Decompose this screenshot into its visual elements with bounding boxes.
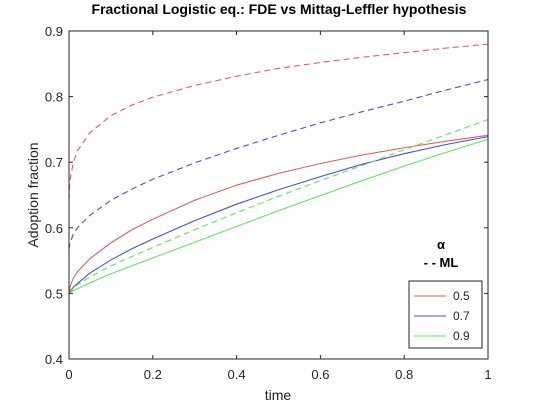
x-tick-label: 1 [484, 367, 491, 382]
series-line-2 [68, 136, 489, 294]
plot-frame [68, 30, 489, 360]
legend-annotation-ml: - - ML [424, 255, 459, 270]
series-line-ml-2 [68, 79, 489, 250]
y-axis: 0.4 0.5 0.6 0.7 0.8 0.9 [45, 24, 488, 367]
y-tick-label: 0.7 [45, 155, 63, 170]
legend-annotation-alpha: α [437, 237, 445, 252]
legend-label: 0.5 [453, 289, 470, 303]
series-line-1 [68, 134, 489, 294]
y-axis-label: Adoption fraction [25, 142, 41, 247]
y-tick-label: 0.5 [45, 286, 63, 301]
series-line-ml-3 [68, 119, 489, 294]
legend: 0.5 0.7 0.9 [408, 280, 483, 349]
plot-lines [68, 43, 489, 294]
y-tick-label: 0.6 [45, 221, 63, 236]
chart-title: Fractional Logistic eq.: FDE vs Mittag-L… [92, 1, 467, 17]
x-axis-label: time [265, 387, 292, 403]
legend-box [408, 280, 483, 349]
series-line-3 [68, 138, 489, 294]
x-tick-label: 0.8 [395, 367, 413, 382]
x-tick-label: 0.6 [311, 367, 329, 382]
y-tick-label: 0.4 [45, 352, 63, 367]
x-tick-label: 0.4 [228, 367, 246, 382]
x-axis: 0 0.2 0.4 0.6 0.8 1 [65, 31, 492, 382]
y-tick-label: 0.9 [45, 24, 63, 39]
x-tick-label: 0.2 [144, 367, 162, 382]
legend-label: 0.7 [453, 309, 470, 323]
x-tick-label: 0 [65, 367, 72, 382]
legend-label: 0.9 [453, 329, 470, 343]
y-tick-label: 0.8 [45, 90, 63, 105]
series-line-ml-1 [68, 43, 489, 201]
